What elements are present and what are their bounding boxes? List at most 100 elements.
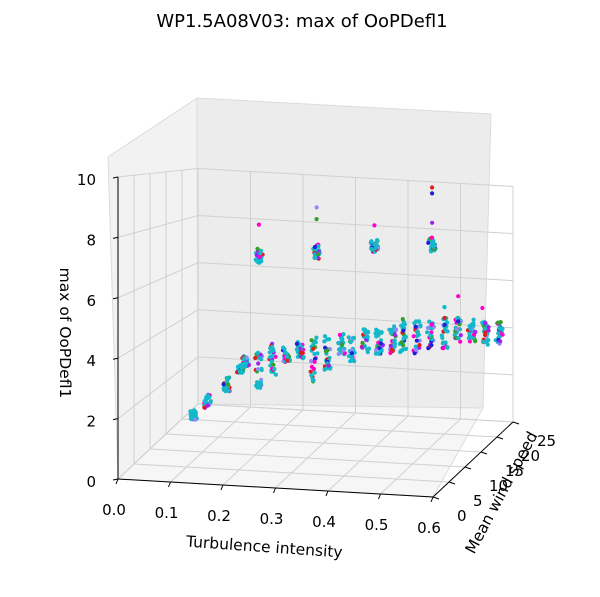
- z-tick-label: 8: [86, 231, 96, 249]
- data-point: [390, 348, 395, 354]
- data-point: [366, 330, 371, 335]
- data-point: [239, 370, 244, 375]
- x-tick-label: 0.1: [155, 504, 179, 522]
- data-point: [269, 359, 274, 364]
- data-point: [189, 417, 194, 422]
- data-point: [255, 350, 260, 356]
- data-point: [360, 345, 365, 350]
- data-point: [458, 339, 463, 344]
- data-point: [392, 338, 397, 343]
- data-point: [373, 241, 378, 246]
- data-point: [311, 378, 316, 383]
- data-point: [456, 335, 461, 341]
- data-point: [399, 340, 404, 345]
- data-point: [467, 339, 472, 344]
- grid-line: [117, 262, 199, 299]
- data-point: [314, 217, 319, 222]
- data-point: [429, 235, 434, 240]
- data-point: [309, 359, 314, 364]
- grid-line: [197, 215, 514, 235]
- data-point: [284, 354, 289, 359]
- data-point: [258, 251, 263, 256]
- z-tick-label: 0: [86, 473, 96, 491]
- y-tick-mark: [496, 436, 504, 440]
- data-point: [346, 335, 351, 340]
- z-tick-mark: [112, 236, 119, 239]
- data-point: [282, 346, 287, 352]
- data-point: [442, 322, 447, 327]
- grid-line: [380, 418, 461, 495]
- data-point: [241, 357, 246, 362]
- data-point: [268, 346, 273, 351]
- data-point: [326, 363, 331, 368]
- data-point: [312, 370, 317, 375]
- data-point: [486, 328, 491, 333]
- data-point: [271, 348, 276, 353]
- data-point: [322, 339, 327, 344]
- z-tick-mark: [112, 357, 119, 360]
- data-point: [254, 253, 259, 258]
- z-tick-mark: [112, 418, 119, 421]
- data-point: [445, 345, 450, 350]
- x-tick-mark: [273, 487, 276, 494]
- data-point: [414, 329, 419, 334]
- data-point: [352, 359, 357, 364]
- data-point: [365, 350, 370, 355]
- data-point: [336, 351, 341, 357]
- data-point: [339, 342, 345, 347]
- data-point: [486, 325, 491, 330]
- data-point: [367, 346, 372, 351]
- grid-line: [117, 215, 199, 238]
- data-point: [440, 335, 445, 340]
- data-point: [336, 347, 342, 352]
- x-tick-label: 0.4: [312, 513, 336, 531]
- z-tick-mark: [112, 478, 119, 481]
- x-tick-label: 0.3: [260, 510, 284, 528]
- y-tick-label: 25: [537, 432, 556, 450]
- x-tick-mark: [115, 478, 119, 485]
- data-point: [497, 326, 502, 331]
- data-point: [253, 257, 258, 262]
- data-point: [314, 205, 319, 210]
- data-point: [432, 242, 437, 248]
- x-tick-mark: [325, 490, 329, 497]
- data-point: [495, 320, 501, 325]
- data-point: [294, 341, 299, 346]
- data-point: [221, 382, 226, 387]
- data-point: [394, 327, 399, 332]
- data-point: [480, 305, 485, 311]
- data-point: [348, 359, 353, 364]
- data-point: [314, 335, 319, 340]
- x-tick-mark: [220, 484, 224, 491]
- data-point: [440, 341, 445, 346]
- y-tick-label: 0: [457, 507, 467, 525]
- data-point: [294, 347, 299, 352]
- data-point: [258, 356, 263, 361]
- data-point: [309, 338, 314, 343]
- data-point: [300, 350, 305, 356]
- grid-line: [197, 167, 514, 187]
- x-axis-label: Turbulence intensity: [185, 532, 344, 561]
- y-tick-mark: [512, 421, 520, 425]
- data-point: [392, 324, 397, 329]
- data-point: [244, 355, 249, 360]
- data-point: [349, 355, 355, 361]
- data-point: [309, 364, 314, 369]
- y-tick-label: 20: [521, 447, 540, 465]
- pane-back: [196, 97, 492, 409]
- y-tick-label: 10: [489, 477, 508, 495]
- data-point: [369, 246, 374, 251]
- data-point: [426, 346, 431, 351]
- data-point: [442, 305, 447, 310]
- x-tick-mark: [168, 481, 171, 488]
- grid-line: [165, 433, 482, 453]
- data-point: [258, 380, 263, 385]
- data-point: [411, 334, 416, 339]
- data-point: [430, 220, 435, 225]
- grid-lines: [117, 167, 514, 498]
- data-point: [400, 317, 405, 322]
- data-point: [258, 385, 263, 390]
- data-point: [425, 330, 430, 335]
- data-point: [341, 348, 346, 353]
